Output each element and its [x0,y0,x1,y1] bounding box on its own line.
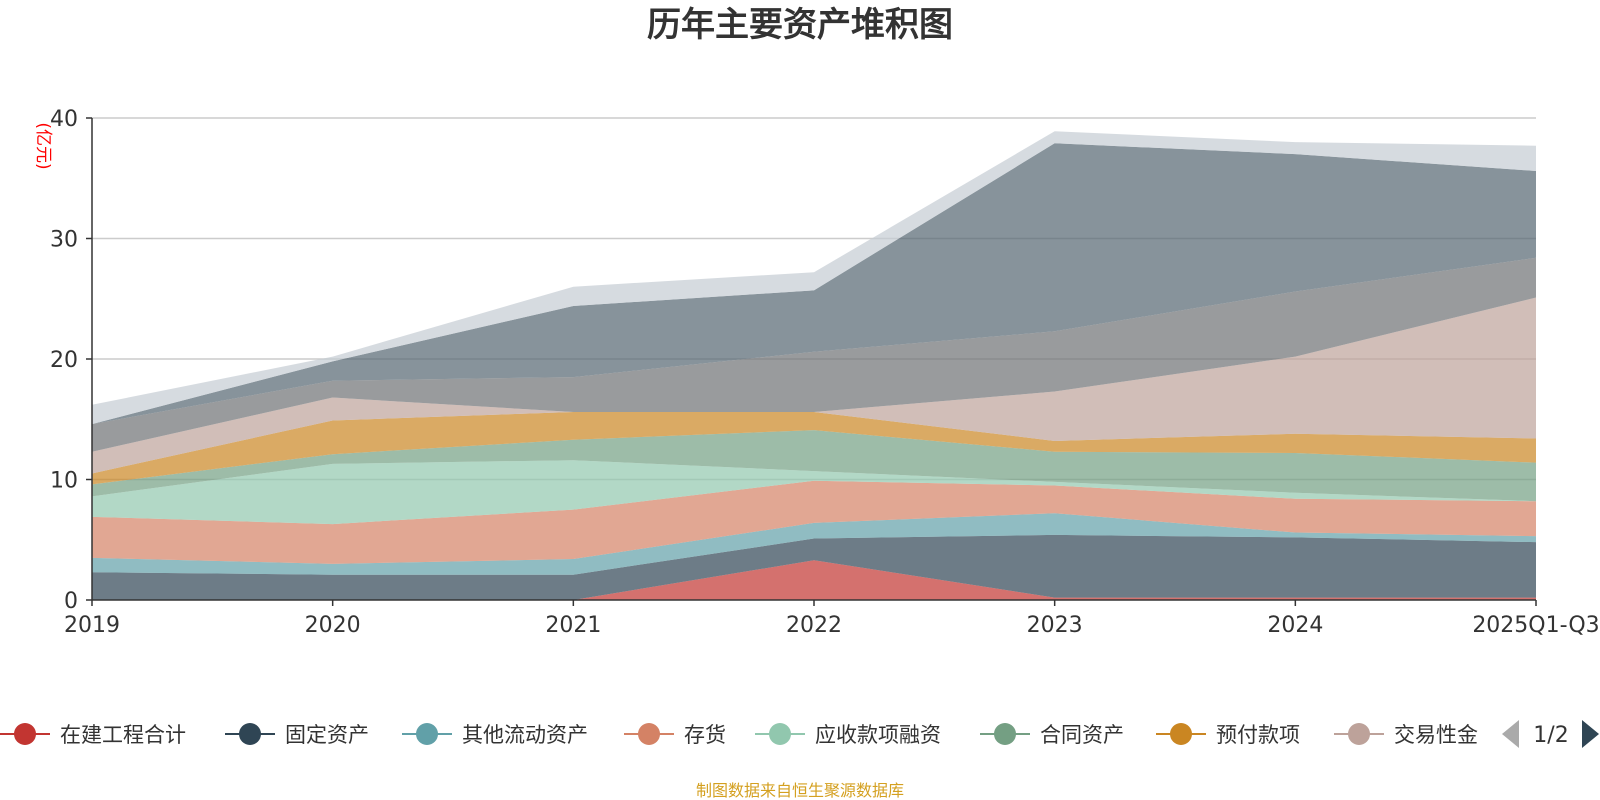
y-axis-unit-label: (亿元) [33,122,53,169]
area-series[interactable] [92,297,1536,474]
legend-circle-marker [638,723,660,745]
x-tick-label: 2025Q1-Q3 [1472,613,1599,638]
y-tick-label: 30 [50,228,78,253]
legend-prev-page-button[interactable] [1502,720,1519,748]
x-tick-label: 2019 [64,613,120,638]
legend-item[interactable]: 应收款项融资 [755,723,941,747]
legend-item[interactable]: 预付款项 [1156,723,1300,747]
legend-circle-marker [1170,723,1192,745]
legend-label: 预付款项 [1216,723,1300,747]
y-tick-label: 0 [64,589,78,614]
legend-item[interactable]: 在建工程合计 [0,723,186,747]
legend-circle-marker [239,723,261,745]
legend-circle-marker [769,723,791,745]
x-tick-label: 2023 [1027,613,1083,638]
data-source-note: 制图数据来自恒生聚源数据库 [696,781,904,800]
legend-label: 固定资产 [285,723,369,747]
area-series[interactable] [92,513,1536,575]
area-series[interactable] [92,430,1536,502]
x-tick-label: 2021 [545,613,601,638]
y-tick-label: 10 [50,469,78,494]
area-series[interactable] [92,257,1536,452]
legend-label: 应收款项融资 [815,723,941,747]
legend-page-indicator: 1/2 [1533,723,1568,748]
area-series[interactable] [92,460,1536,525]
legend-label: 合同资产 [1040,723,1124,747]
chart-title: 历年主要资产堆积图 [647,5,953,45]
area-series[interactable] [92,560,1536,600]
legend-circle-marker [14,723,36,745]
legend-pager: 1/2 [1502,720,1599,748]
area-series[interactable] [92,534,1536,600]
y-tick-label: 40 [50,107,78,132]
legend-item[interactable]: 其他流动资产 [402,723,588,747]
y-tick-label: 20 [50,348,78,373]
legend-circle-marker [416,723,438,745]
area-series[interactable] [92,131,1536,425]
legend: 在建工程合计 固定资产 其他流动资产 存货 应收款项融资 合同资产 预付款项 交易性金 [0,723,1478,747]
legend-circle-marker [1348,723,1370,745]
x-tick-label: 2024 [1267,613,1323,638]
legend-circle-marker [994,723,1016,745]
area-series-group [92,131,1536,600]
area-series[interactable] [92,143,1536,425]
legend-item[interactable]: 固定资产 [225,723,369,747]
x-tick-label: 2022 [786,613,842,638]
tick-labels: 0 10 20 30 40 2019 2020 2021 2022 2023 2024 2025Q1-… [50,107,1600,638]
area-series[interactable] [92,412,1536,485]
legend-label: 存货 [684,723,726,747]
legend-label: 其他流动资产 [462,723,588,747]
legend-item[interactable]: 合同资产 [980,723,1124,747]
x-tick-label: 2020 [305,613,361,638]
area-series[interactable] [92,480,1536,564]
legend-next-page-button[interactable] [1582,720,1599,748]
legend-label: 在建工程合计 [60,723,186,747]
legend-label: 交易性金 [1394,723,1478,747]
legend-item[interactable]: 交易性金 [1334,723,1478,747]
legend-item[interactable]: 存货 [624,723,726,747]
